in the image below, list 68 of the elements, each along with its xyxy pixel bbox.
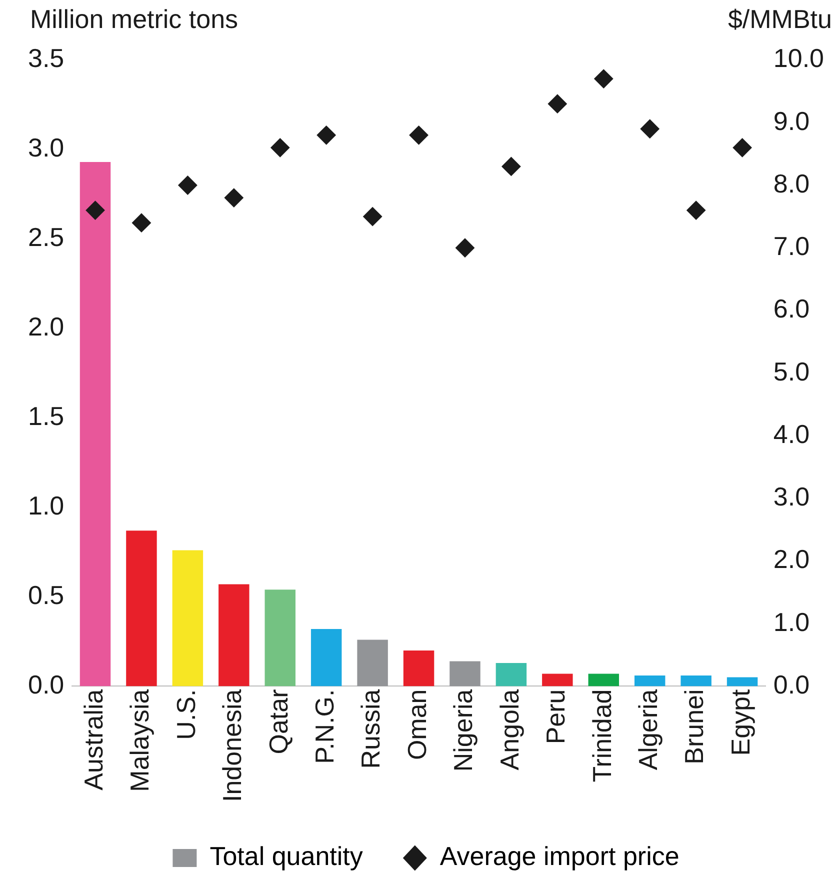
y2-tick-label: 1.0 <box>773 606 810 637</box>
x-tick-label: Russia <box>356 688 386 769</box>
y2-tick-label: 9.0 <box>773 106 810 136</box>
point <box>455 238 474 258</box>
bar <box>634 676 666 686</box>
y2-tick-label: 3.0 <box>773 482 810 512</box>
bar <box>542 674 573 686</box>
bar <box>126 530 157 686</box>
bar <box>264 590 296 686</box>
bar <box>403 650 434 686</box>
x-tick-label: Nigeria <box>448 688 478 772</box>
point <box>316 126 336 145</box>
x-tick-label: Indonesia <box>217 688 248 802</box>
x-tick-label: Egypt <box>725 688 756 756</box>
x-tick-label: Peru <box>540 689 571 744</box>
point <box>86 200 105 220</box>
point <box>548 94 567 114</box>
point <box>363 207 382 226</box>
x-tick-label: U.S. <box>170 689 201 740</box>
x-tick-label: Malaysia <box>124 688 155 792</box>
y2-tick-label: 6.0 <box>773 294 810 324</box>
x-tick-label: Algeria <box>633 688 664 770</box>
point <box>640 119 660 138</box>
legend-label: Average import price <box>440 841 680 872</box>
y-axis-title: Million metric tons <box>30 4 238 34</box>
bar <box>172 550 204 686</box>
y2-tick-label: 0.0 <box>773 669 810 700</box>
point <box>178 176 198 195</box>
point <box>732 138 752 158</box>
x-tick-label: Qatar <box>263 688 294 754</box>
y2-tick-label: 8.0 <box>773 168 810 198</box>
bar <box>80 162 111 686</box>
y2-tick-label: 7.0 <box>773 231 810 262</box>
x-tick-label: Oman <box>402 689 432 760</box>
point <box>132 213 151 232</box>
bar <box>218 584 250 686</box>
x-tick-label: Brunei <box>679 689 710 764</box>
bar <box>726 677 758 686</box>
bar <box>357 640 388 686</box>
bar <box>310 628 342 686</box>
point <box>686 200 706 220</box>
point <box>270 138 290 158</box>
point <box>409 126 428 145</box>
y-tick-label: 2.5 <box>28 222 64 252</box>
y2-tick-label: 4.0 <box>773 418 810 449</box>
bar <box>680 676 712 686</box>
x-tick-label: Angola <box>494 688 524 770</box>
point <box>224 188 244 208</box>
bar <box>588 674 620 686</box>
x-tick-label: P.N.G. <box>310 689 340 764</box>
x-tick-label: Trinidad <box>586 689 617 782</box>
y-tick-label: 1.5 <box>28 401 64 432</box>
bar <box>496 662 527 686</box>
y-tick-label: 0.0 <box>28 669 64 700</box>
y-tick-label: 3.0 <box>28 132 64 163</box>
y-tick-label: 1.0 <box>28 490 64 520</box>
legend-label: Total quantity <box>210 841 363 872</box>
y-tick-label: 3.5 <box>28 43 64 74</box>
y-tick-label: 2.0 <box>28 312 64 342</box>
y2-tick-label: 10.0 <box>773 43 824 74</box>
bar <box>450 661 480 686</box>
y2-tick-label: 5.0 <box>773 356 810 386</box>
y2-axis-title: $/MMBtu <box>728 4 832 34</box>
y-tick-label: 0.5 <box>28 580 64 610</box>
y2-tick-label: 2.0 <box>773 544 810 574</box>
point <box>502 156 521 176</box>
x-tick-label: Australia <box>78 688 108 790</box>
point <box>594 69 614 88</box>
